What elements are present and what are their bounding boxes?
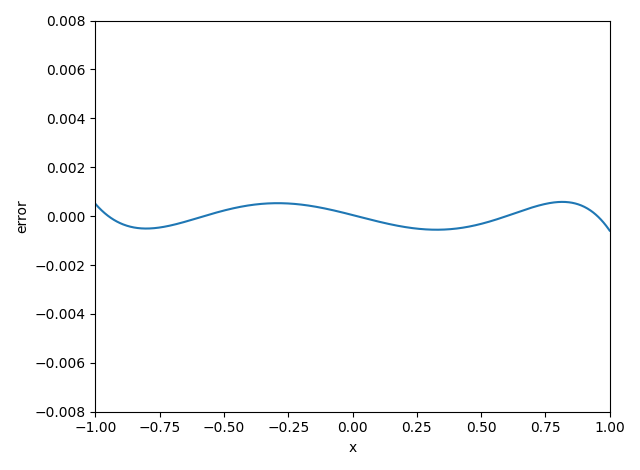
Y-axis label: error: error	[15, 199, 29, 233]
X-axis label: x: x	[348, 441, 356, 455]
